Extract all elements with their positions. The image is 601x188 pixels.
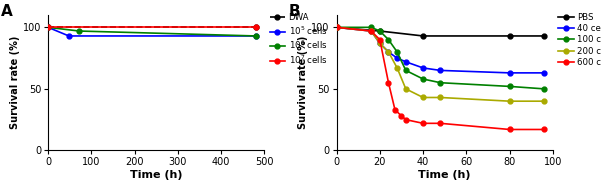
Legend: DWA, $10^5$ cells, $10^6$ cells, $10^7$ cells: DWA, $10^5$ cells, $10^6$ cells, $10^7$ … bbox=[269, 12, 328, 67]
Legend: PBS, 40 cells, 100 cells, 200 cells, 600 cells: PBS, 40 cells, 100 cells, 200 cells, 600… bbox=[557, 12, 601, 68]
Text: B: B bbox=[289, 4, 300, 19]
Y-axis label: Survival rate (%): Survival rate (%) bbox=[10, 36, 20, 129]
Y-axis label: Survival rate (%): Survival rate (%) bbox=[299, 36, 308, 129]
X-axis label: Time (h): Time (h) bbox=[418, 170, 471, 180]
X-axis label: Time (h): Time (h) bbox=[130, 170, 183, 180]
Text: A: A bbox=[1, 4, 12, 19]
